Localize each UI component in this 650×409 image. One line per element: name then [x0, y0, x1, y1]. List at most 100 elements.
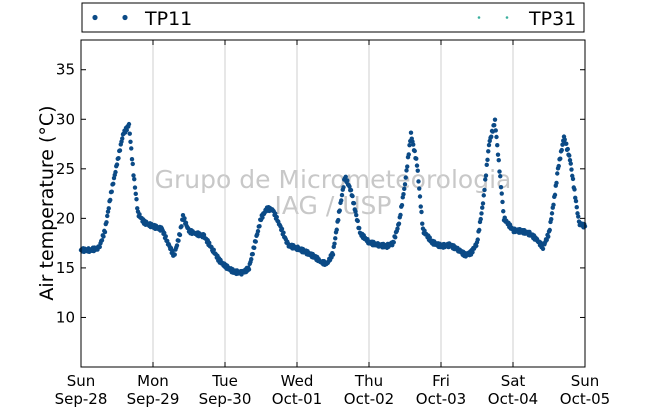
data-point-tp11	[172, 252, 177, 257]
y-axis-title: Air temperature (°C)	[36, 105, 58, 300]
data-point-tp11	[130, 161, 135, 167]
data-point-tp11	[398, 212, 403, 218]
data-point-tp11	[482, 187, 487, 193]
data-point-tp11	[500, 199, 505, 205]
data-point-tp11	[332, 241, 337, 246]
x-tick-label-date: Oct-02	[344, 390, 394, 408]
data-point-tp11	[414, 156, 419, 161]
data-point-tp11	[417, 186, 422, 191]
data-point-tp11	[555, 171, 560, 176]
data-point-tp11	[182, 216, 187, 221]
data-point-tp11	[354, 212, 359, 218]
data-point-tp11	[255, 228, 261, 234]
data-point-tp11	[108, 197, 113, 203]
y-tick-label: 25	[56, 160, 75, 178]
data-point-tp11	[116, 155, 121, 161]
data-point-tp11	[101, 234, 106, 239]
data-point-tp11	[97, 244, 102, 250]
data-point-tp11	[401, 191, 406, 197]
legend-marker-tp11-a	[92, 14, 98, 21]
x-tick-label-day: Tue	[211, 372, 238, 390]
x-tick-label-day: Sat	[501, 372, 526, 390]
data-point-tp11	[546, 234, 551, 239]
data-point-tp11	[134, 197, 139, 202]
data-point-tp11	[486, 142, 492, 148]
x-tick-label-date: Oct-03	[416, 390, 466, 408]
data-point-tp11	[547, 227, 552, 233]
data-point-tp11	[404, 168, 409, 173]
data-point-tp11	[496, 157, 501, 163]
data-point-tp11	[412, 148, 417, 154]
data-point-tp11	[475, 237, 480, 242]
data-point-tp11	[274, 214, 279, 220]
data-point-tp11	[114, 162, 120, 167]
data-point-tp11	[132, 176, 137, 182]
x-tick-label-date: Sep-30	[199, 390, 252, 408]
data-point-tp11	[408, 130, 414, 135]
data-point-tp11	[568, 161, 573, 166]
data-point-tp11	[330, 252, 336, 257]
data-point-tp11	[498, 174, 503, 179]
data-point-tp11	[260, 215, 265, 220]
x-tick-label-date: Oct-01	[272, 390, 322, 408]
x-tick-label-day: Sun	[571, 372, 600, 390]
data-point-tp11	[253, 239, 258, 244]
data-point-tp11	[552, 192, 558, 198]
data-point-tp11	[567, 153, 572, 158]
data-point-tp11	[554, 180, 559, 186]
data-point-tp11	[343, 174, 348, 179]
data-point-tp11	[273, 211, 278, 216]
data-point-tp11	[574, 204, 579, 210]
data-point-tp11	[126, 121, 132, 127]
data-point-tp11	[347, 184, 352, 189]
data-point-tp11	[345, 178, 350, 183]
data-point-tp11	[405, 164, 410, 169]
data-point-tp11	[207, 240, 212, 246]
axis-ticks: SunSep-28MonSep-29TueSep-30WedOct-01ThuO…	[55, 40, 610, 408]
data-point-tp11	[495, 142, 500, 148]
data-point-tp11	[540, 246, 546, 251]
legend-marker-tp31-b	[505, 16, 509, 19]
data-point-tp11	[249, 257, 254, 262]
data-point-tp11	[339, 198, 344, 203]
data-point-tp11	[564, 141, 569, 146]
data-point-tp11	[348, 187, 354, 193]
data-point-tp11	[395, 226, 400, 231]
x-tick-label-date: Sep-29	[127, 390, 180, 408]
data-point-tp11	[416, 179, 421, 184]
data-point-tp11	[99, 238, 105, 243]
legend-marker-tp11-b	[122, 14, 128, 21]
legend-label-tp31: TP31	[528, 8, 576, 30]
data-point-tp11	[419, 209, 424, 215]
data-point-tp11	[499, 191, 504, 196]
data-point-tp11	[246, 267, 252, 272]
data-point-tp11	[353, 209, 358, 214]
data-point-tp11	[549, 211, 555, 216]
data-point-tp11	[567, 158, 573, 163]
data-point-tp11	[493, 128, 498, 133]
data-point-tp11	[334, 227, 339, 232]
data-point-tp11	[396, 221, 402, 226]
data-point-tp11	[279, 226, 285, 232]
legend-marker-tp31-a	[477, 16, 481, 19]
y-tick-label: 10	[56, 308, 75, 326]
data-point-tp11	[127, 131, 132, 136]
data-point-tp11	[281, 230, 286, 235]
data-point-tp11	[497, 169, 502, 174]
data-point-tp11	[105, 209, 111, 214]
data-point-tp11	[163, 234, 168, 239]
data-point-tp11	[129, 146, 134, 151]
data-point-tp11	[357, 225, 362, 231]
x-tick-label-date: Oct-04	[488, 390, 538, 408]
data-point-tp11	[498, 185, 504, 190]
data-point-tp11	[177, 232, 183, 238]
data-point-tp11	[179, 224, 184, 229]
watermark-line-2: IAG / USP	[275, 191, 392, 220]
data-point-tp11	[558, 156, 563, 161]
data-point-tp11	[120, 136, 125, 141]
x-tick-label-day: Thu	[354, 372, 383, 390]
data-point-tp11	[485, 157, 490, 163]
data-point-tp11	[350, 193, 355, 199]
data-point-tp11	[102, 229, 108, 235]
data-point-tp11	[337, 208, 342, 213]
